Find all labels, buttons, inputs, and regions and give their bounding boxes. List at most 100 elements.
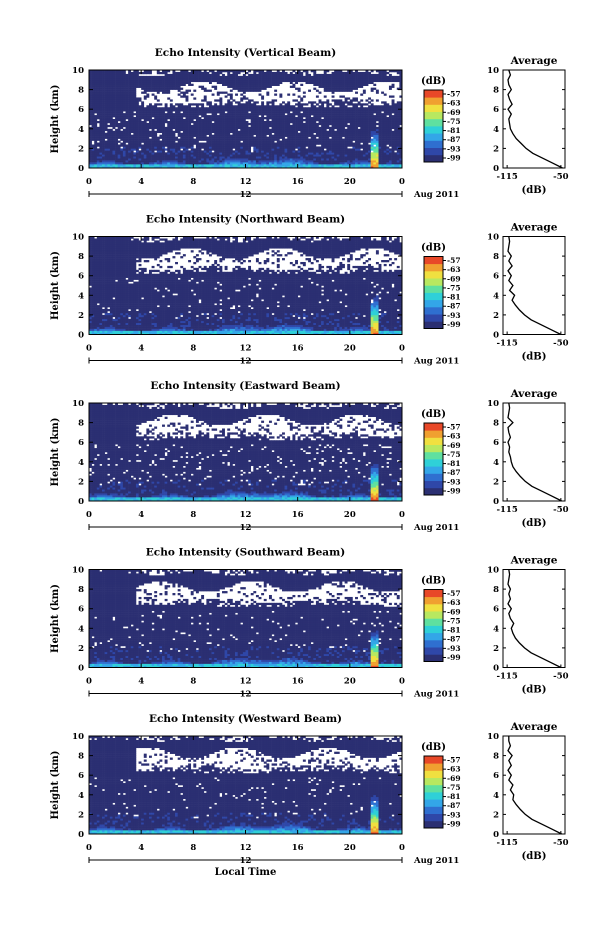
heatmap-cell [169,160,173,163]
heatmap-cell [94,89,98,92]
heatmap-cell [375,119,379,122]
heatmap-cell [308,138,312,141]
heatmap-cell [276,83,280,86]
heatmap-cell [274,126,278,130]
heatmap-cell [109,128,113,132]
heatmap-cell [167,126,171,130]
heatmap-cell [125,150,129,153]
heatmap-cell [169,79,173,83]
heatmap-cell [279,132,283,135]
heatmap-cell [295,99,298,102]
heatmap-cell [115,81,118,85]
heatmap-cell [156,120,160,124]
heatmap-cell [360,105,364,108]
heatmap-cell [357,113,361,116]
heatmap-cell [125,115,129,118]
heatmap-cell [242,115,246,118]
heatmap-cell [336,101,340,104]
heatmap-cell [258,162,262,165]
heatmap-cell [295,144,298,147]
heatmap-cell [133,126,137,130]
heatmap-cell [235,154,238,157]
heatmap-cell [339,73,343,77]
heatmap-cell [222,79,225,83]
heatmap-cell [89,117,92,120]
heatmap-cell [308,81,312,85]
heatmap-cell [120,142,124,145]
heatmap-cell [159,111,163,114]
heatmap-cell [89,152,92,155]
heatmap-cell [352,156,356,159]
heatmap-cell [122,160,126,163]
heatmap-cell [175,164,178,167]
heatmap-cell [96,128,100,132]
heatmap-cell [154,113,158,116]
heatmap-cell [89,71,92,75]
heatmap-cell [211,154,215,157]
heatmap-cell [263,77,267,81]
heatmap-cell [292,111,296,114]
heatmap-cell [115,148,118,151]
heatmap-cell [235,152,238,155]
heatmap-cell [156,130,160,134]
heatmap-cell [154,117,158,120]
heatmap-cell [344,120,348,124]
heatmap-cell [146,83,150,86]
heatmap-cell [232,146,236,149]
heatmap-cell [274,160,278,163]
heatmap-cell [190,154,194,157]
heatmap-cell [279,107,283,110]
heatmap-cell [276,160,280,163]
heatmap-cell [112,154,116,157]
heatmap-cell [125,107,129,110]
heatmap-cell [104,120,108,124]
heatmap-cell [203,120,207,124]
heatmap-cell [289,156,293,159]
heatmap-cell [120,154,124,157]
heatmap-cell [188,166,192,169]
heatmap-cell [162,117,165,120]
heatmap-cell [250,134,254,137]
heatmap-cell [115,71,118,75]
heatmap-cell [185,73,189,77]
heatmap-cell [310,148,314,151]
heatmap-cell [138,146,142,149]
heatmap-cell [271,111,275,114]
heatmap-cell [146,152,150,155]
heatmap-cell [391,105,395,108]
heatmap-cell [310,122,314,126]
heatmap-cell [151,148,155,151]
heatmap-cell [274,105,278,108]
heatmap-cell [94,85,98,88]
heatmap-cell [115,128,118,132]
heatmap-cell [375,158,379,161]
heatmap-cell [342,81,345,85]
heatmap-cell [96,130,100,134]
heatmap-cell [370,115,374,118]
heatmap-cell [375,164,379,167]
heatmap-cell [339,164,343,167]
heatmap-cell [297,70,301,73]
heatmap-cell [229,148,233,151]
heatmap-cell [125,77,129,81]
heatmap-cell [117,85,121,88]
heatmap-cell [216,158,220,161]
heatmap-cell [109,160,113,163]
heatmap-cell [284,152,288,155]
heatmap-cell [128,85,132,88]
heatmap-cell [112,146,116,149]
heatmap-cell [266,81,270,85]
heatmap-cell [381,107,385,110]
heatmap-cell [135,146,139,149]
heatmap-cell [242,136,246,139]
heatmap-cell [208,126,212,130]
heatmap-cell [284,73,288,77]
heatmap-cell [94,99,98,102]
heatmap-cell [130,142,134,145]
heatmap-cell [300,128,304,132]
heatmap-cell [206,109,210,112]
heatmap-cell [130,99,134,102]
heatmap-cell [122,99,126,102]
heatmap-cell [216,117,220,120]
heatmap-cell [394,107,398,110]
